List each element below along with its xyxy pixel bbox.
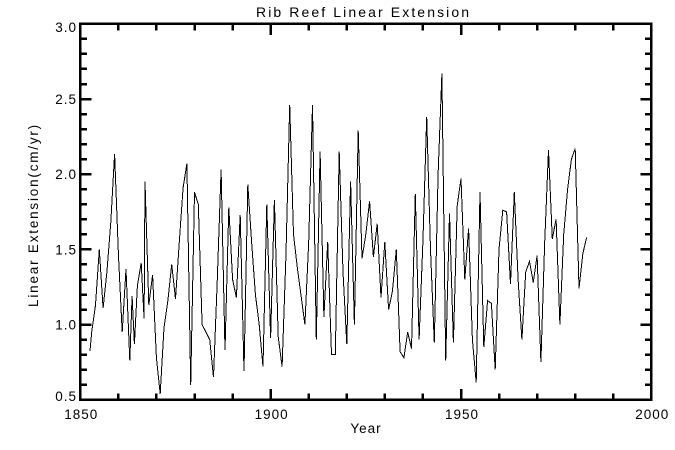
svg-text:1950: 1950 bbox=[445, 407, 479, 422]
svg-text:1.0: 1.0 bbox=[55, 318, 77, 333]
svg-text:0.5: 0.5 bbox=[55, 389, 77, 404]
svg-text:2.0: 2.0 bbox=[55, 167, 77, 182]
svg-text:1900: 1900 bbox=[255, 407, 289, 422]
svg-text:1.5: 1.5 bbox=[55, 242, 77, 257]
svg-text:Rib Reef Linear Extension: Rib Reef Linear Extension bbox=[256, 4, 471, 20]
svg-text:2000: 2000 bbox=[635, 407, 669, 422]
svg-text:2.5: 2.5 bbox=[55, 92, 77, 107]
svg-text:3.0: 3.0 bbox=[55, 20, 77, 35]
svg-text:Linear Extension(cm/yr): Linear Extension(cm/yr) bbox=[26, 123, 41, 307]
svg-text:Year: Year bbox=[350, 421, 381, 436]
svg-text:1850: 1850 bbox=[64, 407, 98, 422]
